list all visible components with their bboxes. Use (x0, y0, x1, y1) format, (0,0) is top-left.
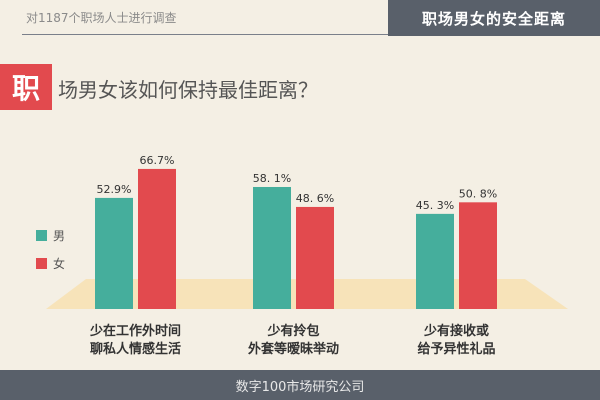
bar-3-male (416, 213, 454, 309)
legend-label-1: 男 (53, 229, 65, 243)
data-label-1-female: 66.7% (140, 154, 175, 167)
headline-mark: 职 (0, 64, 52, 110)
bar-1-female (138, 168, 176, 309)
data-label-3-female: 50. 8% (459, 187, 497, 200)
legend-swatch-1 (36, 230, 47, 241)
legend-label-2: 女 (53, 256, 65, 271)
category-label-1-line-1: 少在工作外时间 (89, 323, 181, 339)
top-bar: 对1187个职场人士进行调查 职场男女的安全距离 (0, 0, 600, 36)
footer: 数字100市场研究公司 (0, 370, 600, 400)
data-label-1-male: 52.9% (97, 183, 132, 196)
bar-2-female (296, 206, 334, 309)
category-label-2-line-2: 外套等暧昧举动 (247, 341, 339, 357)
bar-1-male (95, 197, 133, 309)
data-label-2-female: 48. 6% (296, 192, 334, 205)
headline-question: 场男女该如何保持最佳距离？ (58, 78, 318, 102)
category-label-3-line-2: 给予异性礼品 (417, 341, 495, 357)
survey-subtitle: 对1187个职场人士进行调查 (26, 11, 177, 25)
bar-3-female (459, 202, 497, 309)
data-label-3-male: 45. 3% (416, 199, 454, 212)
source-label: 数字100市场研究公司 (235, 379, 365, 395)
category-label-3-line-1: 少有接收或 (423, 323, 489, 339)
bar-2-male (253, 186, 291, 309)
title-badge: 职场男女的安全距离 (388, 0, 600, 36)
data-label-2-male: 58. 1% (253, 172, 291, 185)
legend-swatch-2 (36, 258, 47, 269)
category-label-2-line-1: 少有拎包 (266, 323, 319, 339)
category-label-1-line-2: 聊私人情感生活 (90, 341, 181, 357)
subtitle-divider (22, 34, 388, 35)
